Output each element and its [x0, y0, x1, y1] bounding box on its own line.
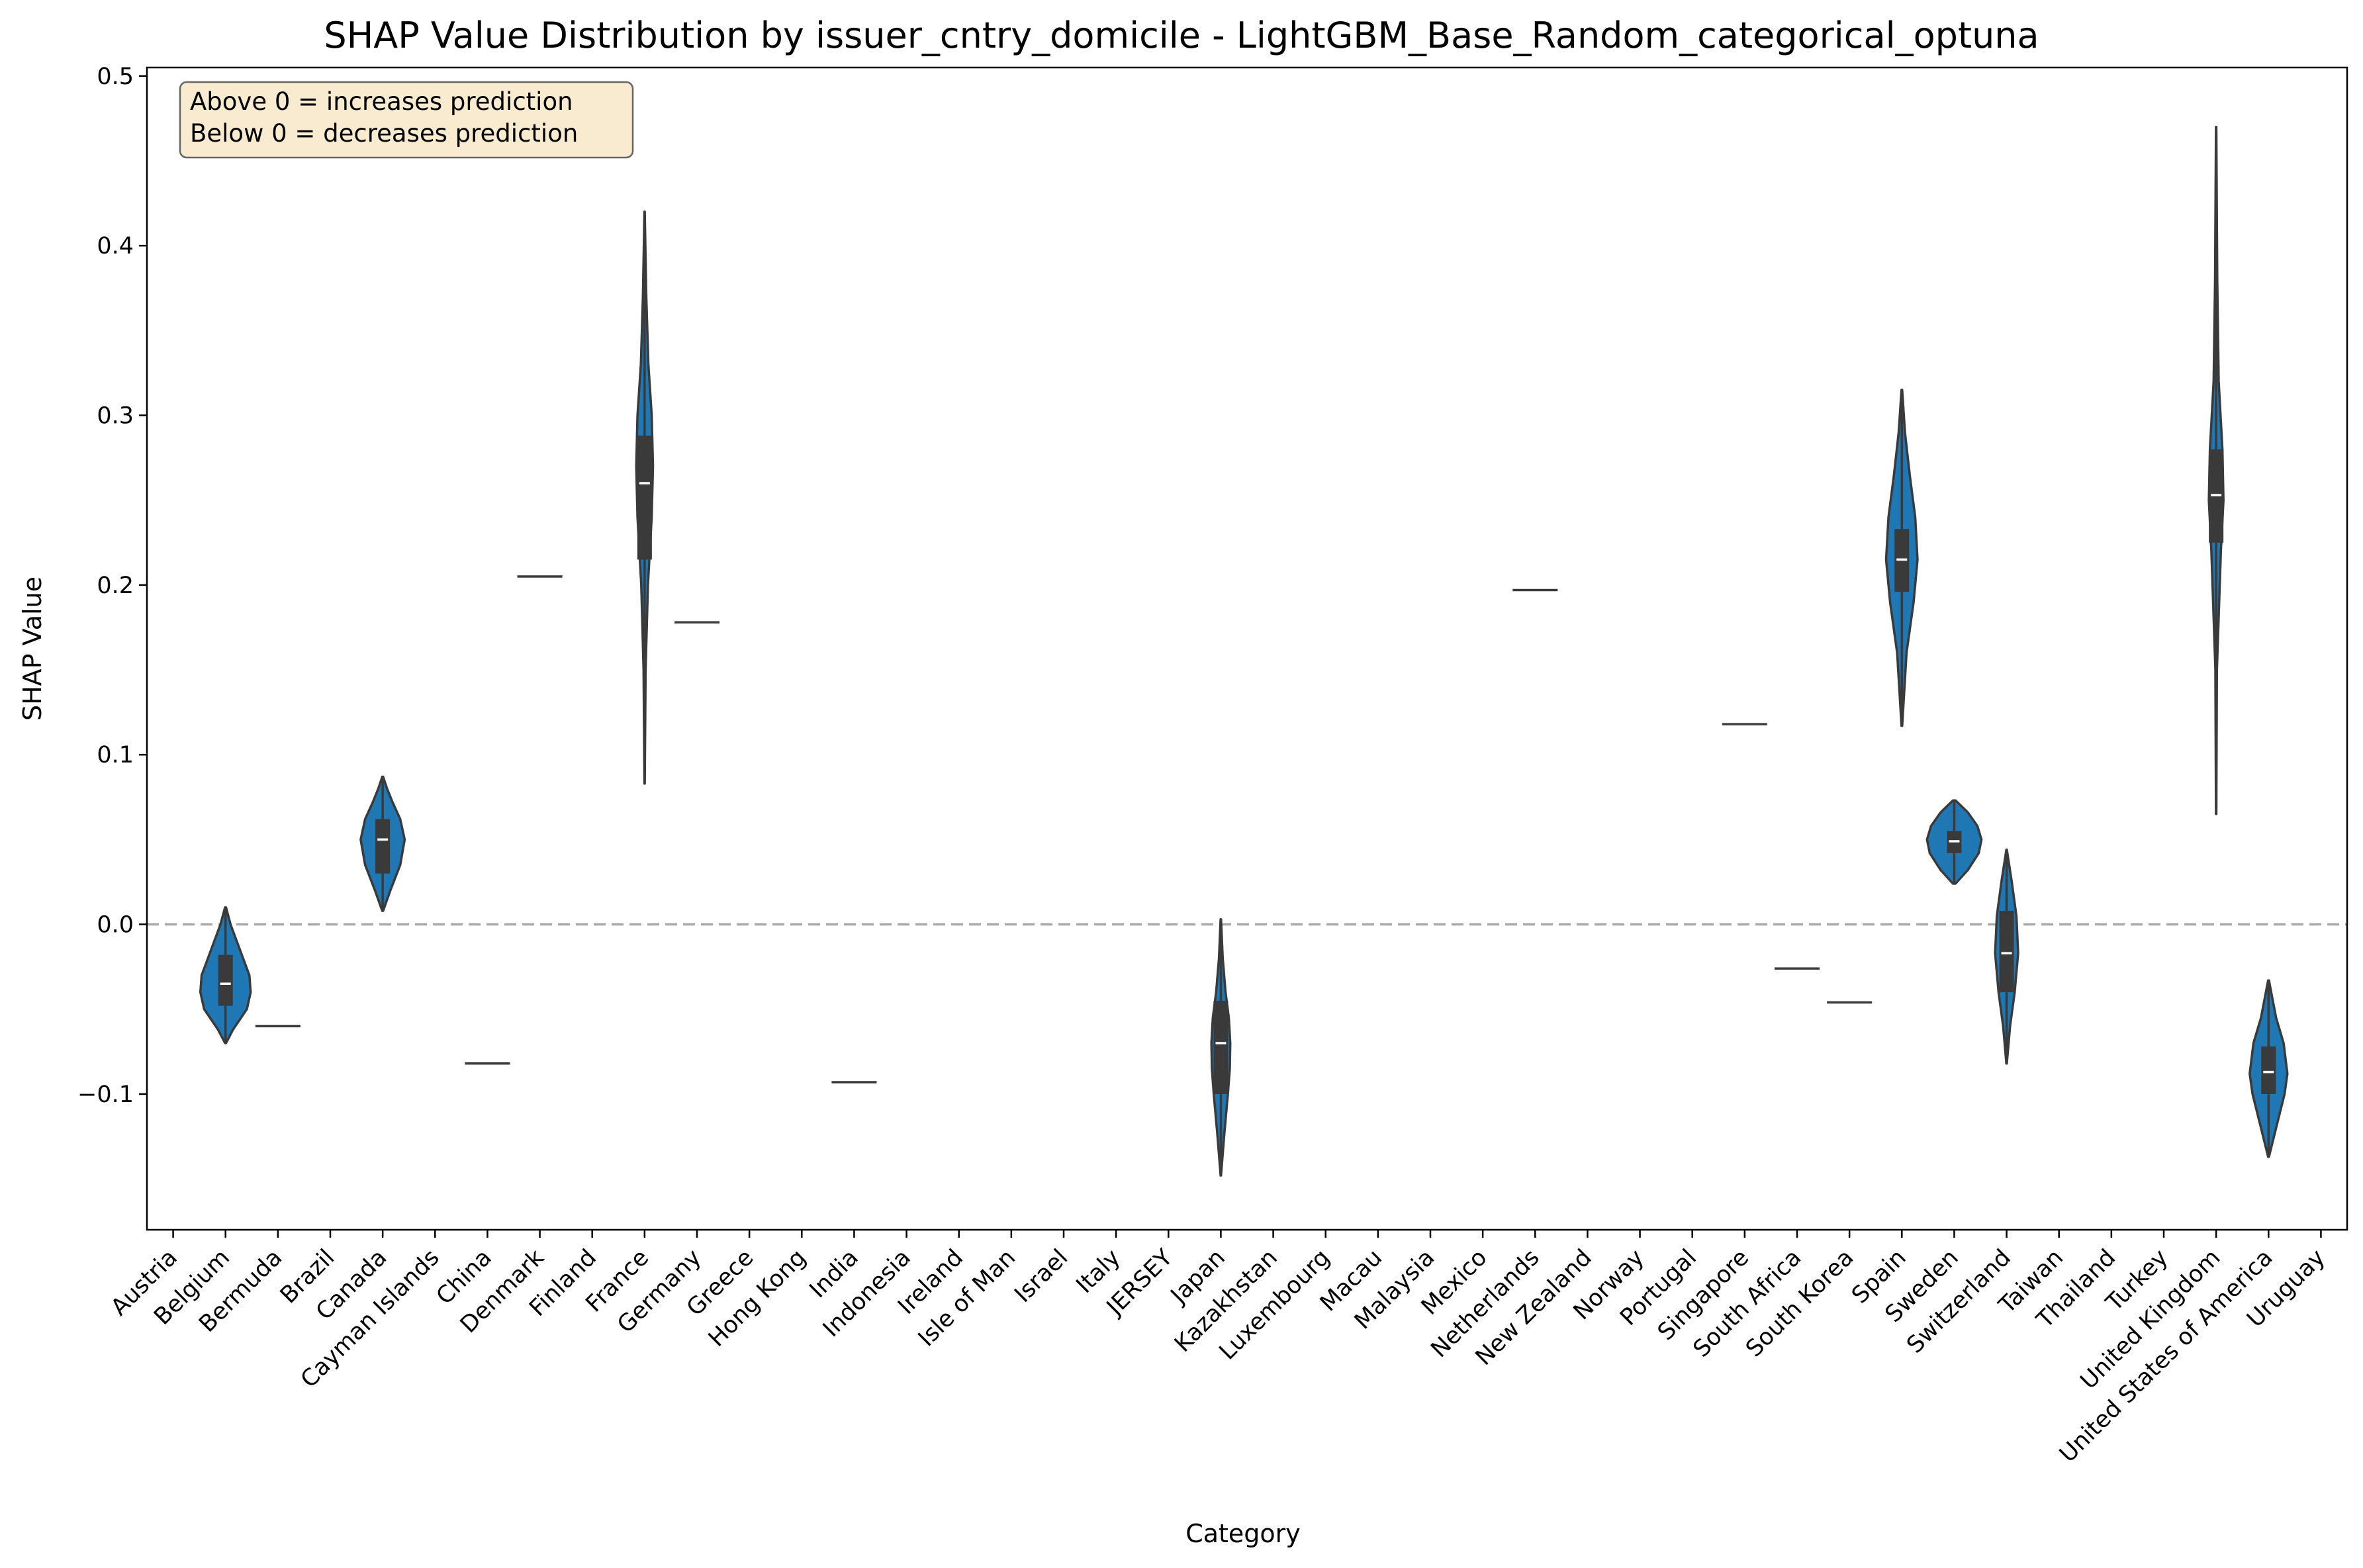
- y-tick-label: 0.2: [97, 573, 134, 599]
- axes-frame: [146, 66, 2348, 1231]
- violin-box: [1999, 911, 2014, 993]
- violin-box: [218, 954, 233, 1006]
- y-tick-label: −0.1: [77, 1082, 134, 1108]
- violin-box: [1213, 1000, 1228, 1094]
- annotation-line-2: Below 0 = decreases prediction: [190, 119, 578, 148]
- annotation-box: Above 0 = increases prediction Below 0 =…: [179, 81, 634, 159]
- y-tick-label: 0.4: [97, 233, 134, 259]
- annotation-box-frame: [179, 81, 634, 159]
- y-tick-label: 0.5: [97, 64, 134, 90]
- violin-box: [2261, 1046, 2276, 1094]
- y-axis-label: SHAP Value: [18, 576, 47, 721]
- x-axis-label: Category: [1185, 1519, 1301, 1548]
- y-tick-label: 0.0: [97, 912, 134, 939]
- y-tick-label: 0.1: [97, 742, 134, 768]
- y-tick-label: 0.3: [97, 403, 134, 430]
- violin-box: [637, 436, 652, 560]
- annotation-line-1: Above 0 = increases prediction: [190, 87, 573, 116]
- chart-title: SHAP Value Distribution by issuer_cntry_…: [324, 15, 2039, 56]
- violin-box: [375, 819, 391, 874]
